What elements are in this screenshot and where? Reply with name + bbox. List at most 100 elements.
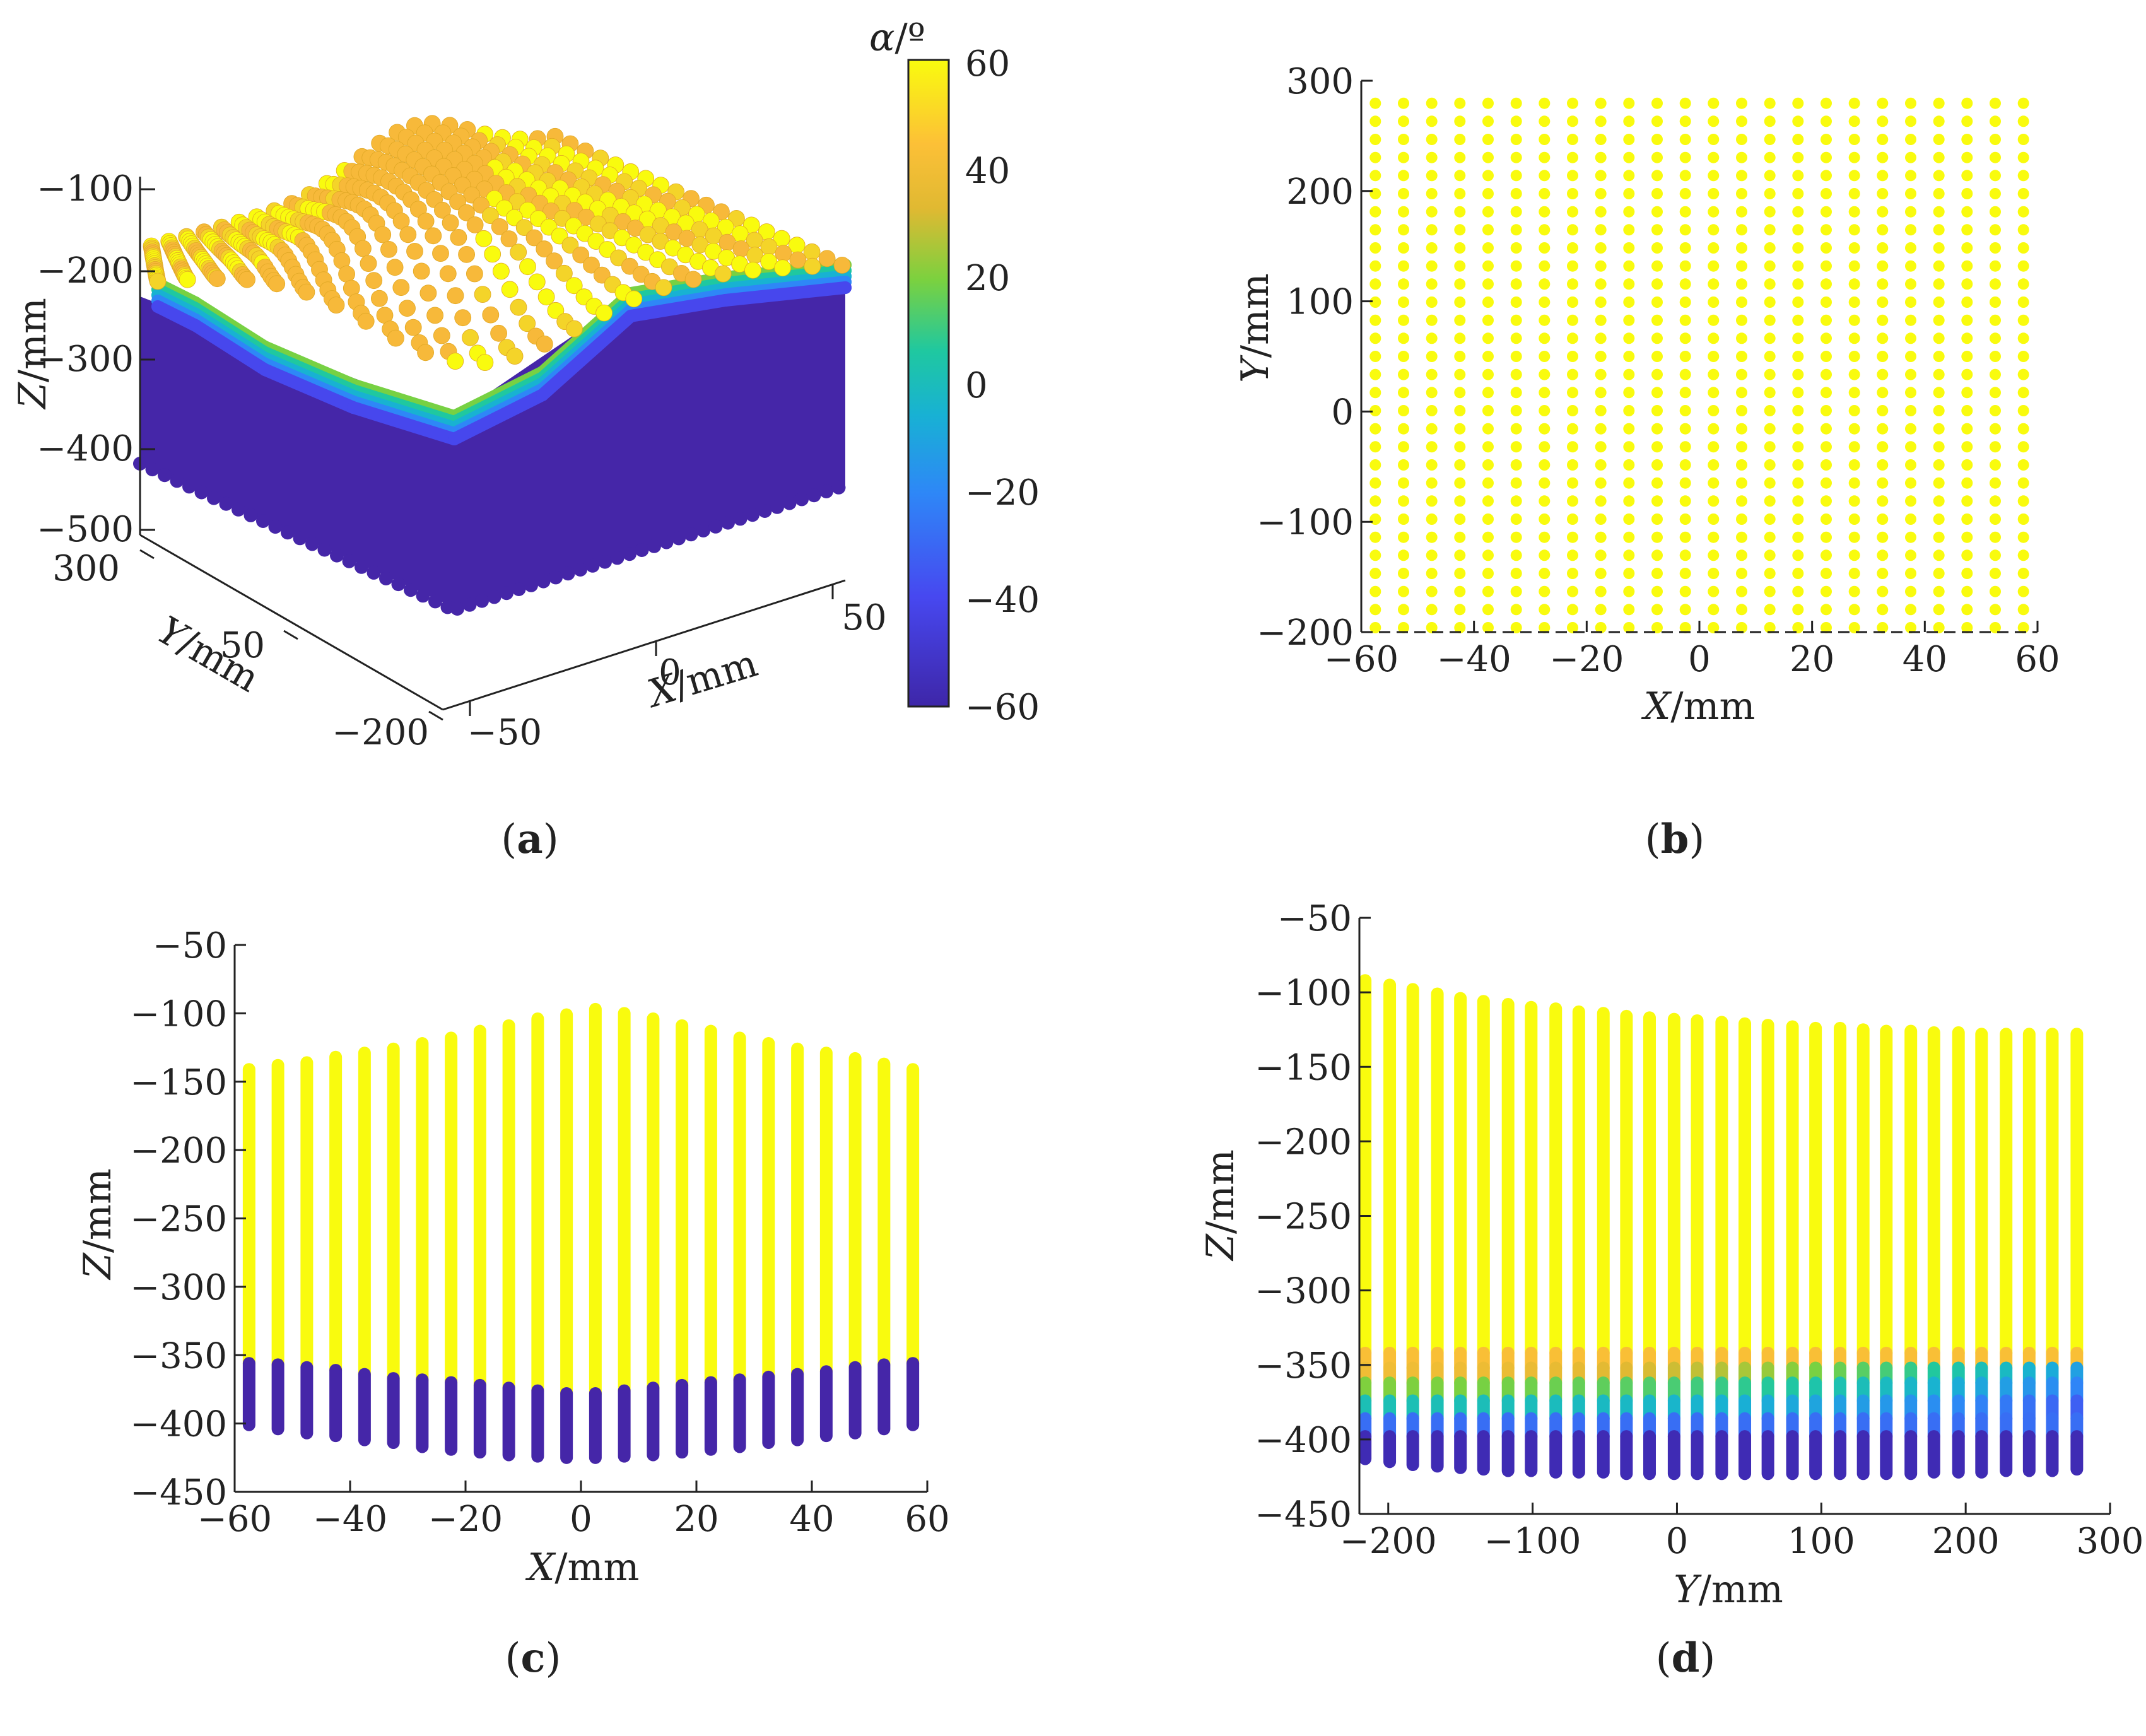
b-point: [1821, 314, 1832, 326]
b-point: [1510, 224, 1522, 236]
b-point: [1821, 585, 1832, 597]
b-point: [1510, 332, 1522, 344]
b-point: [1651, 513, 1663, 525]
b-point: [1990, 568, 2001, 579]
b-point: [1651, 296, 1663, 308]
b-point: [1877, 115, 1889, 127]
b-point: [1651, 477, 1663, 489]
b-point: [1679, 368, 1691, 380]
b-point: [1933, 332, 1945, 344]
panel-c-columns: [242, 1002, 920, 1464]
a-colorbar-tick-label: −40: [965, 580, 1040, 621]
b-point: [1821, 513, 1832, 525]
b-point: [1567, 568, 1578, 579]
b-point: [1877, 224, 1889, 236]
a-body-point: [416, 589, 430, 603]
b-point: [1961, 97, 1973, 109]
b-point: [1905, 97, 1916, 109]
b-point: [1764, 387, 1776, 399]
b-point: [1848, 115, 1860, 127]
a-z-axis-label: Z/mm: [11, 298, 55, 410]
b-point: [1426, 278, 1438, 290]
b-point: [1821, 531, 1832, 543]
b-point: [1764, 260, 1776, 272]
a-body-point: [708, 519, 723, 534]
a-body-point: [379, 572, 393, 585]
b-point: [1961, 260, 1973, 272]
b-point: [1426, 206, 1438, 218]
b-point: [1426, 477, 1438, 489]
b-point: [1482, 314, 1494, 326]
b-point: [1426, 332, 1438, 344]
b-point: [1764, 459, 1776, 471]
a-surface-point: [775, 245, 792, 262]
a-surface-point: [475, 230, 493, 247]
b-point: [1595, 477, 1607, 489]
b-point: [1708, 351, 1720, 362]
b-point: [1398, 387, 1409, 399]
b-point: [1708, 296, 1720, 308]
b-point: [1482, 97, 1494, 109]
b-point: [1623, 351, 1635, 362]
a-surface-point: [536, 336, 553, 353]
b-point: [1398, 459, 1409, 471]
x-tick-label: 60: [905, 1499, 949, 1540]
a-band-segment: [259, 363, 360, 414]
b-point: [1792, 242, 1804, 254]
b-point: [1369, 495, 1381, 507]
b-point: [1708, 423, 1720, 435]
b-point: [1792, 622, 1804, 633]
b-point: [1933, 549, 1945, 561]
b-point: [1933, 242, 1945, 254]
b-point: [1623, 115, 1635, 127]
a-surface-point: [386, 259, 404, 276]
b-point: [1933, 568, 1945, 579]
b-point: [1482, 423, 1494, 435]
b-point: [2017, 115, 2029, 127]
b-point: [1482, 477, 1494, 489]
b-point: [2017, 278, 2029, 290]
b-point: [1933, 477, 1945, 489]
a-body-point: [585, 558, 600, 573]
b-point: [1369, 604, 1381, 616]
x-tick-label: 300: [2077, 1521, 2144, 1562]
b-point: [1454, 604, 1466, 616]
a-surface-point: [490, 324, 507, 342]
b-point: [1821, 368, 1832, 380]
a-surface-point: [506, 348, 524, 365]
b-point: [1398, 423, 1409, 435]
caption-b: (b): [1645, 816, 1705, 863]
b-point: [1679, 206, 1691, 218]
b-point: [1651, 332, 1663, 344]
b-point: [1539, 188, 1551, 199]
b-point: [1764, 97, 1776, 109]
b-point: [1736, 622, 1747, 633]
b-point: [1398, 568, 1409, 579]
b-point: [1539, 151, 1551, 163]
b-point: [1567, 260, 1578, 272]
b-point: [1679, 170, 1691, 182]
b-point: [1623, 585, 1635, 597]
b-point: [1708, 368, 1720, 380]
b-point: [1651, 170, 1663, 182]
x-tick-label: 40: [1903, 639, 1947, 680]
b-point: [1539, 549, 1551, 561]
b-point: [1708, 549, 1720, 561]
b-point: [1369, 206, 1381, 218]
b-point: [1848, 477, 1860, 489]
b-point: [1482, 549, 1494, 561]
a-body-point: [450, 602, 464, 616]
y-tick-label: −400: [130, 1404, 227, 1445]
b-point: [1651, 224, 1663, 236]
b-point: [1454, 151, 1466, 163]
x-tick-label: −40: [1437, 639, 1511, 680]
b-point: [1679, 531, 1691, 543]
b-point: [1510, 242, 1522, 254]
c-x-ticks: −60 −40 −20 0 20 40 60: [197, 1481, 950, 1540]
b-point: [1990, 368, 2001, 380]
a-body-point: [746, 508, 759, 522]
b-point: [1961, 296, 1973, 308]
b-point: [1623, 97, 1635, 109]
a-z-tick-label: −500: [37, 509, 134, 550]
b-point: [1990, 260, 2001, 272]
